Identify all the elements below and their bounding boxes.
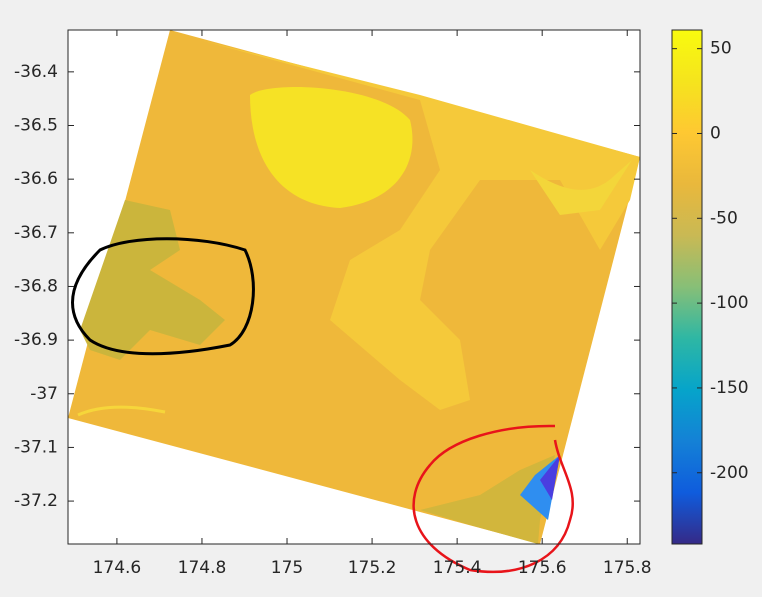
colorbar-tick-label: 0 (710, 123, 721, 143)
x-tick-label: 174.8 (178, 558, 227, 578)
y-tick-label: -37.2 (14, 491, 58, 511)
y-tick-label: -36.5 (14, 116, 58, 136)
colorbar-tick-label: -50 (710, 208, 738, 228)
field-region (250, 87, 413, 208)
x-tick-label: 175.4 (433, 558, 482, 578)
field-region (200, 40, 640, 410)
colorbar-tick-label: -200 (710, 463, 749, 483)
field-region (80, 200, 225, 360)
y-tick-label: -36.4 (14, 62, 58, 82)
field-region (530, 160, 632, 215)
x-tick-label: 175 (271, 558, 303, 578)
colorbar (671, 29, 703, 545)
x-tick-label: 174.6 (93, 558, 142, 578)
axes-box (67, 29, 641, 545)
y-tick-label: -36.7 (14, 223, 58, 243)
y-tick-label: -37.1 (14, 437, 58, 457)
y-tick-label: -37 (30, 384, 58, 404)
y-tick-label: -36.6 (14, 169, 58, 189)
x-tick-label: 175.6 (518, 558, 567, 578)
field-region (540, 455, 560, 500)
field (68, 30, 640, 544)
y-tick-label: -36.9 (14, 330, 58, 350)
field-region (77, 405, 166, 417)
colorbar-tick-label: -100 (710, 293, 749, 313)
field-region (420, 455, 555, 544)
x-tick-label: 175.2 (348, 558, 397, 578)
y-tick-label: -36.8 (14, 276, 58, 296)
annotation-circle (71, 237, 255, 356)
colorbar-tick-label: -150 (710, 378, 749, 398)
colorbar-tick-label: 50 (710, 39, 732, 59)
x-tick-label: 175.8 (603, 558, 652, 578)
annotation-circle (412, 424, 575, 574)
